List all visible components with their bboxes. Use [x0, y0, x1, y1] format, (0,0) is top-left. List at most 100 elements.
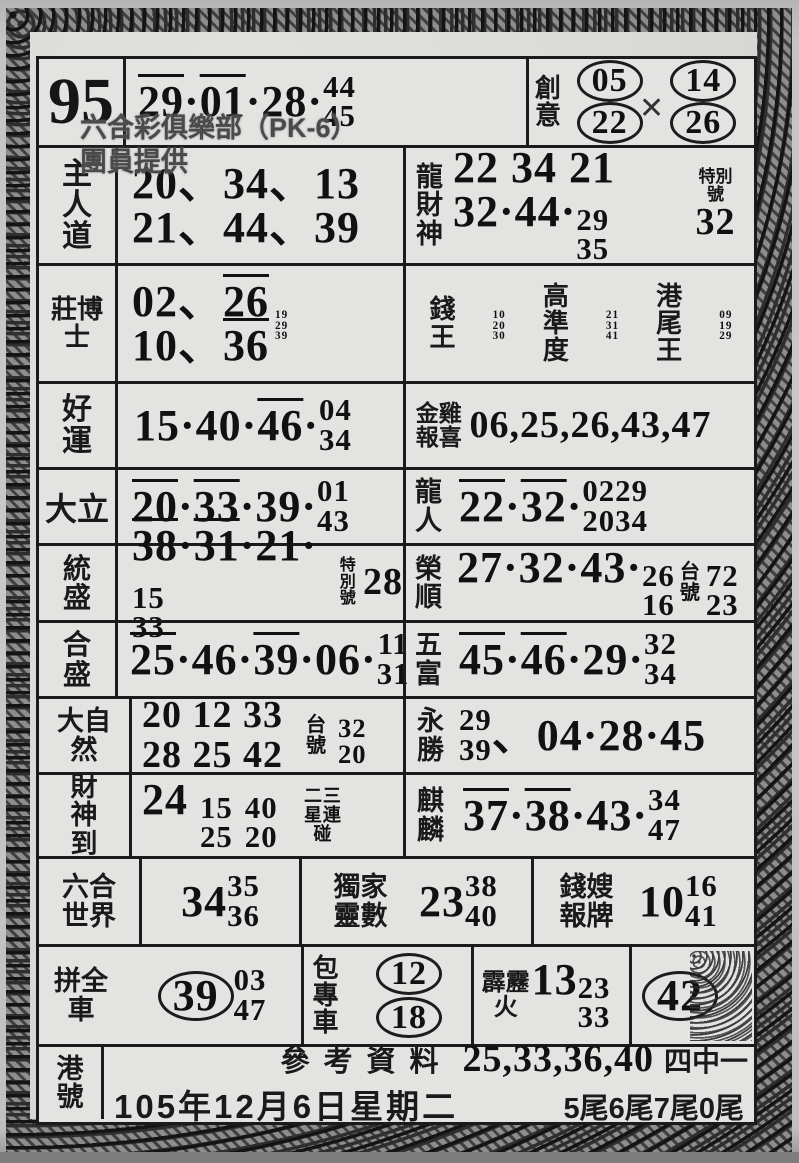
tongsheng-special-value: 28 [363, 561, 403, 604]
forty-two-box: 42 [629, 947, 754, 1044]
qiansao-label: 錢嫂報牌 [531, 859, 639, 944]
row-hesheng-wufu: 合盛 25·46· 39·06· 11 31 五富 45 · 46·29· 32 34 [39, 620, 754, 696]
doctor-numbers: 02、26 10、36 19 29 39 [115, 266, 403, 381]
bao-car-label: 包專車 [301, 947, 347, 1044]
dragon-god-numbers: 22 34 21 32·44· 29 35 [453, 143, 677, 267]
rongshun-numbers: 27·32·43· 26 16 台號 72 23 [451, 542, 754, 622]
fortune-numbers: 24 15 25 40 20 二三星連碰 [129, 775, 403, 856]
dali-label: 大立 [44, 490, 109, 527]
dragon-god-line2: 32·44· 29 35 [453, 187, 610, 267]
doctor-line2: 10、36 [132, 320, 269, 370]
bao-car-numbers: 12 18 [347, 947, 471, 1044]
rongshun-label: 榮順 [403, 546, 451, 620]
money-king-label: 錢王 [429, 294, 456, 352]
scan-edge-shadow [0, 1152, 799, 1163]
liuhe-world-label: 六合世界 [61, 872, 116, 931]
nature-label: 大自然 [56, 706, 111, 765]
master-label: 主人道 [62, 157, 92, 254]
luck-numbers: 15·40· 46 · 04 34 [115, 384, 403, 467]
issue-value: 95 [48, 65, 114, 139]
header-main-numbers: 29 · 01 · 28 · 44 45 [123, 59, 526, 145]
dragonman-numbers: 22 · 32 · 02 20 29 34 [459, 474, 648, 538]
combo-label: 二三星連碰 [303, 786, 342, 844]
exclusive-label: 獨家靈數 [299, 859, 419, 944]
creative-line1: 05 14 [563, 60, 750, 102]
rooster-box: 金雞報喜 06,25,26,43,47 [403, 384, 754, 467]
special-value: 32 [695, 201, 736, 244]
pili-fire-label: 霹靂火 [481, 968, 530, 1021]
tail-king-label: 港尾王 [656, 280, 683, 366]
exclusive-numbers: 23 38 40 [419, 869, 498, 933]
club-watermark: 六合彩俱樂部（PK-6） 團員提供 [80, 112, 358, 180]
row-luck-rooster: 好運 15·40· 46 · 04 34 金雞報喜 06,25,26,43,47 [39, 381, 754, 467]
liuhe-world-numbers: 34 35 36 [139, 859, 299, 944]
money-king-numbers: 10 20 30 [492, 309, 506, 343]
cross-mark-icon: ✕ [639, 92, 665, 125]
dragon-god-line1: 22 34 21 [453, 143, 615, 193]
row-master-dragon: 主人道 20、34、13 21、44、39 龍財神 22 34 21 32·44… [39, 143, 754, 267]
club-name: 六合彩俱樂部（PK-6） [80, 113, 358, 143]
qiansao-numbers: 10 16 41 [639, 869, 718, 933]
hesheng-numbers: 25·46· 39·06· 11 31 [115, 623, 409, 696]
nature-line1: 20 12 33 [142, 693, 283, 736]
rooster-label: 金雞報喜 [415, 399, 462, 450]
pin-car-numbers: 39 03 47 [123, 947, 301, 1044]
rooster-numbers: 06,25,26,43,47 [469, 403, 712, 446]
luck-label: 好運 [62, 393, 92, 458]
doctor-stack: 19 29 39 [275, 309, 289, 343]
footer-content: 參考資料 25,33,36,40 四中一 105年12月6日星期二 5尾6尾7尾… [101, 1039, 754, 1125]
hit-note: 四中一 [663, 1046, 748, 1077]
issue-number: 95 [39, 59, 123, 145]
money-trio: 錢王 10 20 30 高準度 21 31 41 港尾王 09 19 29 [403, 266, 754, 381]
tongsheng-tokens: 38·31·21· 15 33 [132, 520, 318, 644]
qilin-numbers: 37 · 38·43· 34 47 [463, 783, 681, 847]
accuracy-numbers: 21 31 41 [605, 309, 620, 343]
special-number-box: 特別號 32 [677, 148, 754, 263]
creative-line2: 22 26 [563, 102, 750, 144]
accuracy-label: 高準度 [542, 280, 569, 366]
nature-tai-label: 台號 [306, 713, 327, 757]
fortune-tokens: 24 15 25 40 20 [142, 775, 278, 855]
rongshun-tokens: 27·32·43· 26 16 [457, 542, 675, 622]
master-line2: 21、44、39 [132, 202, 360, 252]
pili-fire-box: 霹靂火 13 23 33 [471, 947, 629, 1044]
pin-car-label: 拼全車 [53, 966, 108, 1025]
hesheng-label: 合盛 [62, 629, 91, 690]
reference-label: 參考資料 [280, 1046, 453, 1078]
master-line1: 20、34、13 [132, 158, 360, 208]
row-tongsheng-rongshun: 統盛 38·31·21· 15 33 特別號 28 榮順 27·32·43· 26 16… [39, 523, 754, 642]
tongsheng-numbers: 38·31·21· 15 33 特別號 28 [115, 523, 403, 642]
doctor-label: 莊博士 [50, 294, 103, 352]
master-numbers: 20、34、13 21、44、39 [115, 148, 403, 263]
reference-numbers: 25,33,36,40 [462, 1038, 654, 1080]
row-dali-dragonman: 大立 20 · 33·39· 01 43 龍人 22 · 32 · 02 20 29 34 [39, 467, 754, 543]
row-three-shops: 六合世界 34 35 36 獨家靈數 23 38 40 錢嫂報牌 10 16 41 [39, 856, 754, 944]
nature-numbers: 20 12 33 28 25 42 台號 32 20 [129, 693, 403, 774]
bao-car-top: 12 [376, 952, 442, 995]
creative-label: 創意 [534, 72, 561, 130]
tongsheng-special-label: 特別號 [339, 556, 357, 608]
tail-king-numbers: 09 19 29 [719, 309, 733, 343]
yongsheng-numbers: 29 39 、04·28·45 [459, 703, 707, 767]
row-fortune-qilin: 財神到 24 15 25 40 20 二三星連碰 麒麟 37 · 38·43· 34 47 [39, 772, 754, 858]
creative-box: 創意 05 14 22 26 ✕ [526, 59, 754, 145]
nature-tai-numbers: 32 20 [338, 713, 367, 769]
wufu-label: 五富 [403, 623, 451, 696]
wufu-numbers: 45 · 46·29· 32 34 [459, 627, 677, 691]
tail-numbers: 5尾6尾7尾0尾 [563, 1093, 744, 1125]
bao-car-bottom: 18 [376, 996, 442, 1039]
row-doctor-money: 莊博士 02、26 10、36 19 29 39 錢王 10 20 30 高準度 21 3… [39, 263, 754, 381]
yongsheng-label: 永勝 [403, 699, 455, 772]
tip-table: 95 29 · 01 · 28 · 44 45 創意 05 14 22 26 ✕ 主人道 20、3… [36, 56, 757, 1125]
nature-line2: 28 25 42 [142, 733, 283, 776]
footer-label: 港號 [56, 1053, 84, 1112]
tongsheng-label: 統盛 [62, 552, 91, 613]
qilin-label: 麒麟 [403, 775, 455, 856]
row-nature-yongsheng: 大自然 20 12 33 28 25 42 台號 32 20 永勝 29 39 、04… [39, 693, 754, 774]
pili-fire-numbers: 13 23 33 [531, 955, 611, 1035]
club-subtitle: 團員提供 [80, 146, 188, 177]
stamp-smudge [690, 951, 752, 1041]
special-label: 特別號 [698, 166, 733, 204]
row-footer: 港號 參考資料 25,33,36,40 四中一 105年12月6日星期二 5尾6… [39, 1039, 754, 1125]
dragon-god-label: 龍財神 [403, 148, 453, 263]
